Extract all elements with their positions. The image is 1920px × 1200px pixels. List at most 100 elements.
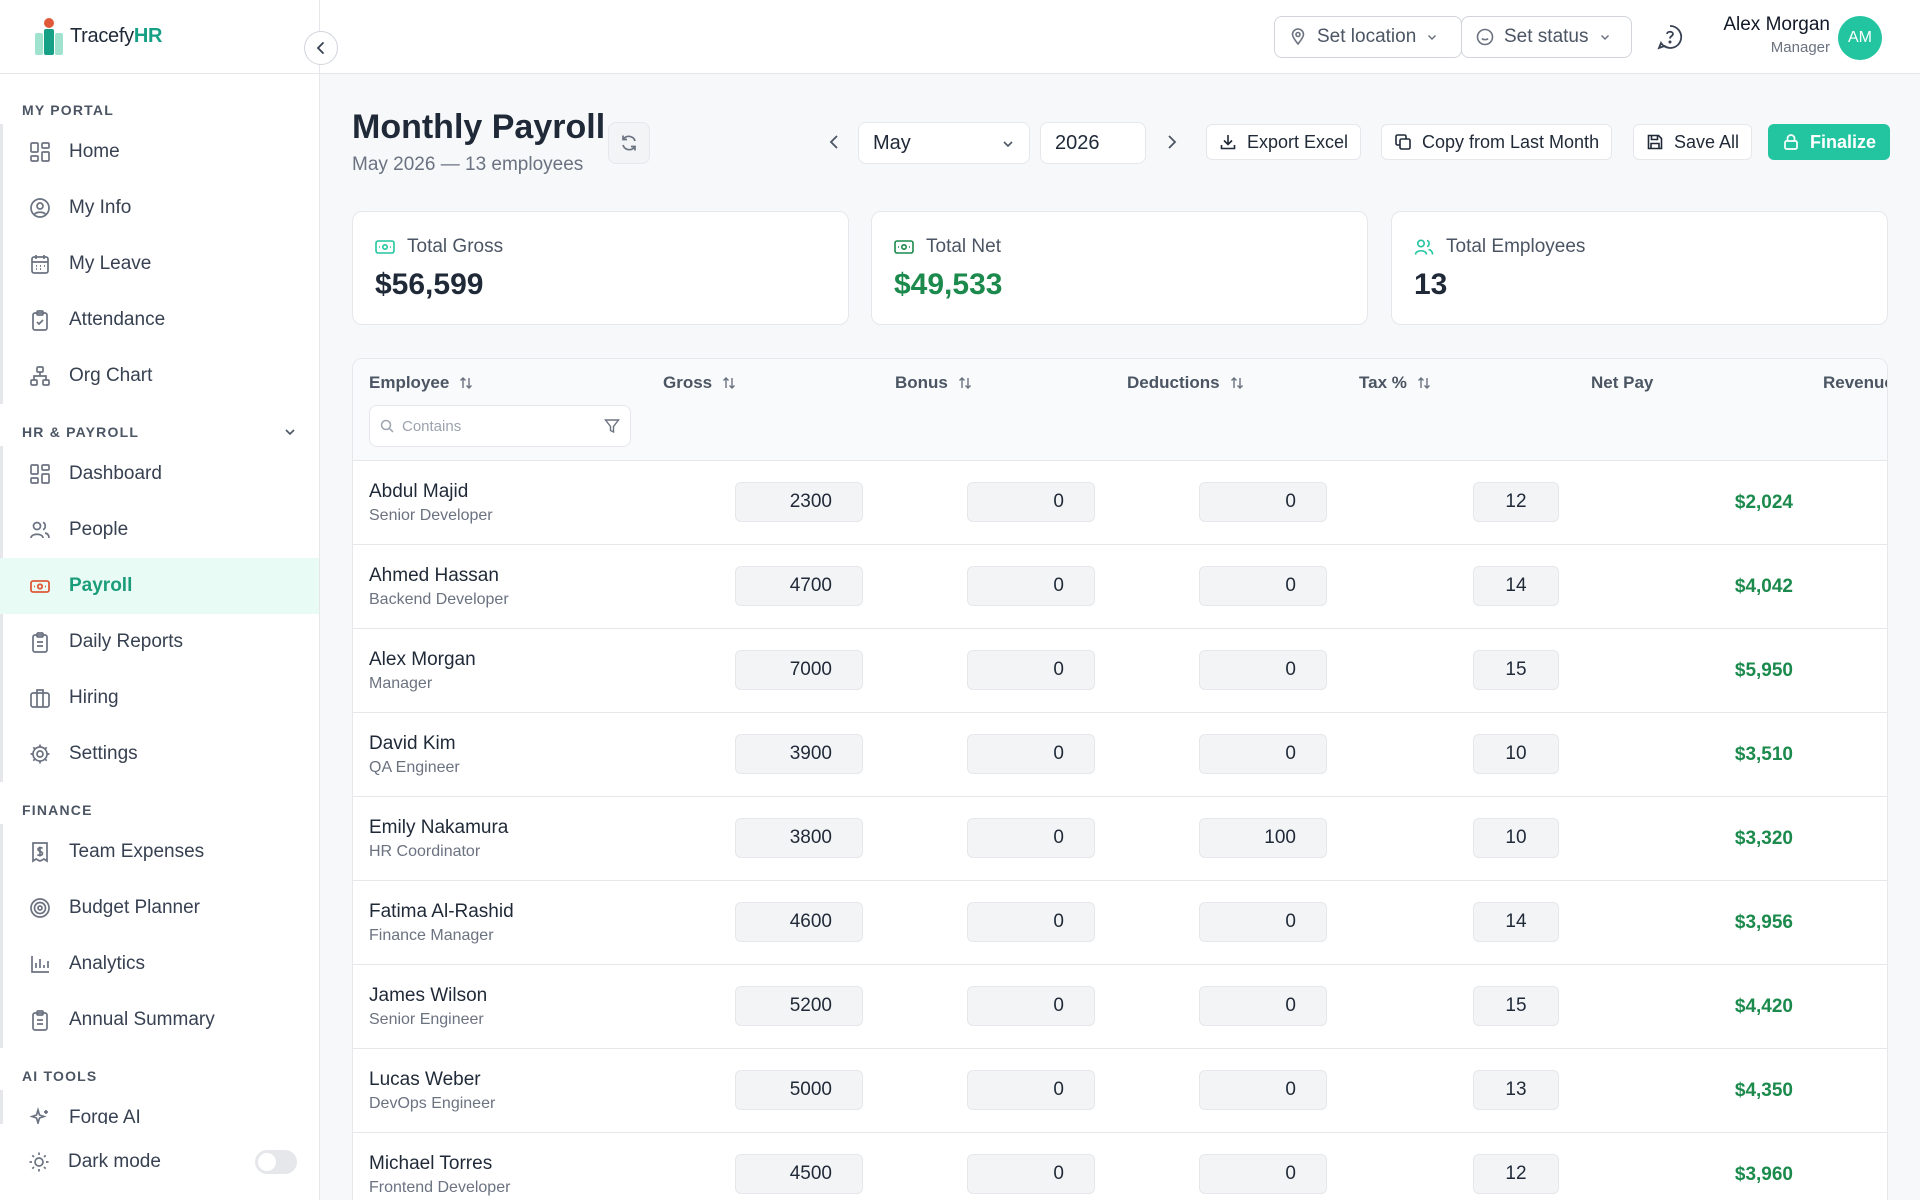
download-icon bbox=[1220, 135, 1236, 150]
gross-input[interactable]: 3800 bbox=[735, 818, 863, 858]
tax-percent-input[interactable]: 10 bbox=[1473, 818, 1559, 858]
tax-percent-input[interactable]: 10 bbox=[1473, 734, 1559, 774]
logo-bar: TracefyHR bbox=[0, 0, 338, 74]
deductions-input[interactable]: 100 bbox=[1199, 818, 1327, 858]
column-header-bonus[interactable]: Bonus bbox=[895, 373, 972, 393]
bonus-input[interactable]: 0 bbox=[967, 566, 1095, 606]
filter-placeholder: Contains bbox=[402, 417, 462, 435]
sidebar-item-org-chart[interactable]: Org Chart bbox=[0, 348, 319, 404]
bonus-input[interactable]: 0 bbox=[967, 902, 1095, 942]
column-header-gross[interactable]: Gross bbox=[663, 373, 736, 393]
bonus-input[interactable]: 0 bbox=[967, 650, 1095, 690]
bonus-input[interactable]: 0 bbox=[967, 986, 1095, 1026]
deductions-input[interactable]: 0 bbox=[1199, 566, 1327, 606]
export-excel-button[interactable]: Export Excel bbox=[1206, 124, 1362, 160]
net-pay-value: $3,510 bbox=[1734, 744, 1793, 765]
tax-percent-input[interactable]: 14 bbox=[1473, 566, 1559, 606]
sidebar-item-analytics[interactable]: Analytics bbox=[0, 936, 319, 992]
banknote-icon bbox=[27, 573, 53, 599]
page-subtitle: May 2026 — 13 employees bbox=[352, 154, 584, 175]
smile-icon bbox=[1476, 28, 1494, 46]
page-title: Monthly Payroll bbox=[352, 108, 606, 146]
copy-from-last-month-button[interactable]: Copy from Last Month bbox=[1381, 124, 1613, 160]
sidebar-item-my-info[interactable]: My Info bbox=[0, 180, 319, 236]
column-header-tax[interactable]: Tax % bbox=[1359, 373, 1431, 393]
filter-icon[interactable] bbox=[604, 418, 620, 434]
finalize-button[interactable]: Finalize bbox=[1768, 124, 1891, 160]
table-row: Emily Nakamura HR Coordinator 3800 0 100 10 $3… bbox=[353, 797, 1887, 881]
column-header-deductions[interactable]: Deductions bbox=[1127, 373, 1244, 393]
sidebar-item-label: Budget Planner bbox=[69, 897, 200, 918]
year-input[interactable]: 2026 bbox=[1040, 122, 1146, 164]
sidebar-item-annual-summary[interactable]: Annual Summary bbox=[0, 992, 319, 1048]
section-title-hr-payroll[interactable]: HR & PAYROLL bbox=[0, 418, 319, 446]
bonus-input[interactable]: 0 bbox=[967, 1154, 1095, 1194]
net-pay-value: $4,350 bbox=[1734, 1080, 1793, 1101]
calendar-icon bbox=[27, 251, 53, 277]
gross-input[interactable]: 5200 bbox=[735, 986, 863, 1026]
dark-mode-toggle[interactable] bbox=[255, 1150, 297, 1174]
set-location-button[interactable]: Set location bbox=[1274, 16, 1462, 58]
sidebar-item-team-expenses[interactable]: Team Expenses bbox=[0, 824, 319, 880]
sidebar-item-forge-ai[interactable]: Forge AI bbox=[0, 1090, 319, 1124]
grid-icon bbox=[27, 139, 53, 165]
sort-icon bbox=[460, 377, 473, 389]
sidebar-item-settings[interactable]: Settings bbox=[0, 726, 319, 782]
refresh-button[interactable] bbox=[608, 122, 650, 164]
gross-input[interactable]: 3900 bbox=[735, 734, 863, 774]
tax-percent-input[interactable]: 12 bbox=[1473, 482, 1559, 522]
gross-input[interactable]: 4700 bbox=[735, 566, 863, 606]
gross-input[interactable]: 7000 bbox=[735, 650, 863, 690]
deductions-input[interactable]: 0 bbox=[1199, 986, 1327, 1026]
banknote-icon bbox=[375, 240, 395, 254]
tax-percent-input[interactable]: 15 bbox=[1473, 986, 1559, 1026]
logo-text: TracefyHR bbox=[70, 25, 163, 47]
avatar[interactable]: AM bbox=[1838, 16, 1882, 60]
deductions-input[interactable]: 0 bbox=[1199, 1154, 1327, 1194]
top-bar: Set location Set status Alex Morgan Mana… bbox=[320, 0, 1920, 74]
deductions-input[interactable]: 0 bbox=[1199, 482, 1327, 522]
next-month-button[interactable] bbox=[1164, 132, 1180, 157]
gross-input[interactable]: 2300 bbox=[735, 482, 863, 522]
tax-percent-input[interactable]: 14 bbox=[1473, 902, 1559, 942]
collapse-sidebar-button[interactable] bbox=[304, 31, 338, 65]
set-status-button[interactable]: Set status bbox=[1461, 16, 1632, 58]
sidebar-item-dashboard[interactable]: Dashboard bbox=[0, 446, 319, 502]
gross-input[interactable]: 4500 bbox=[735, 1154, 863, 1194]
employee-role: Senior Developer bbox=[369, 507, 493, 524]
bonus-input[interactable]: 0 bbox=[967, 482, 1095, 522]
sidebar-item-home[interactable]: Home bbox=[0, 124, 319, 180]
deductions-input[interactable]: 0 bbox=[1199, 734, 1327, 774]
employee-filter-input[interactable]: Contains bbox=[369, 405, 631, 447]
deductions-input[interactable]: 0 bbox=[1199, 902, 1327, 942]
employee-role: Backend Developer bbox=[369, 591, 509, 608]
deductions-input[interactable]: 0 bbox=[1199, 650, 1327, 690]
bar-chart-icon bbox=[27, 951, 53, 977]
bonus-input[interactable]: 0 bbox=[967, 1070, 1095, 1110]
sidebar-item-hiring[interactable]: Hiring bbox=[0, 670, 319, 726]
sidebar-item-daily-reports[interactable]: Daily Reports bbox=[0, 614, 319, 670]
sidebar-item-payroll[interactable]: Payroll bbox=[0, 558, 319, 614]
bonus-input[interactable]: 0 bbox=[967, 818, 1095, 858]
save-all-button[interactable]: Save All bbox=[1633, 124, 1753, 160]
deductions-input[interactable]: 0 bbox=[1199, 1070, 1327, 1110]
sidebar-item-label: Attendance bbox=[69, 309, 166, 330]
tax-percent-input[interactable]: 13 bbox=[1473, 1070, 1559, 1110]
previous-month-button[interactable] bbox=[826, 132, 842, 157]
tax-percent-input[interactable]: 15 bbox=[1473, 650, 1559, 690]
month-select[interactable]: May bbox=[858, 122, 1030, 164]
column-header-employee[interactable]: Employee bbox=[369, 373, 473, 393]
gross-input[interactable]: 5000 bbox=[735, 1070, 863, 1110]
gross-input[interactable]: 4600 bbox=[735, 902, 863, 942]
sidebar-item-attendance[interactable]: Attendance bbox=[0, 292, 319, 348]
table-row: Lucas Weber DevOps Engineer 5000 0 0 13 $4,350 bbox=[353, 1049, 1887, 1133]
sidebar-item-people[interactable]: People bbox=[0, 502, 319, 558]
sidebar-item-my-leave[interactable]: My Leave bbox=[0, 236, 319, 292]
employee-role: Manager bbox=[369, 675, 433, 692]
tax-percent-input[interactable]: 12 bbox=[1473, 1154, 1559, 1194]
chevron-down-icon bbox=[1428, 34, 1437, 41]
bonus-input[interactable]: 0 bbox=[967, 734, 1095, 774]
table-header: Employee Gross Bonus Deductions Tax % Ne… bbox=[353, 359, 1887, 461]
sidebar-item-budget-planner[interactable]: Budget Planner bbox=[0, 880, 319, 936]
help-icon[interactable] bbox=[1656, 23, 1684, 56]
